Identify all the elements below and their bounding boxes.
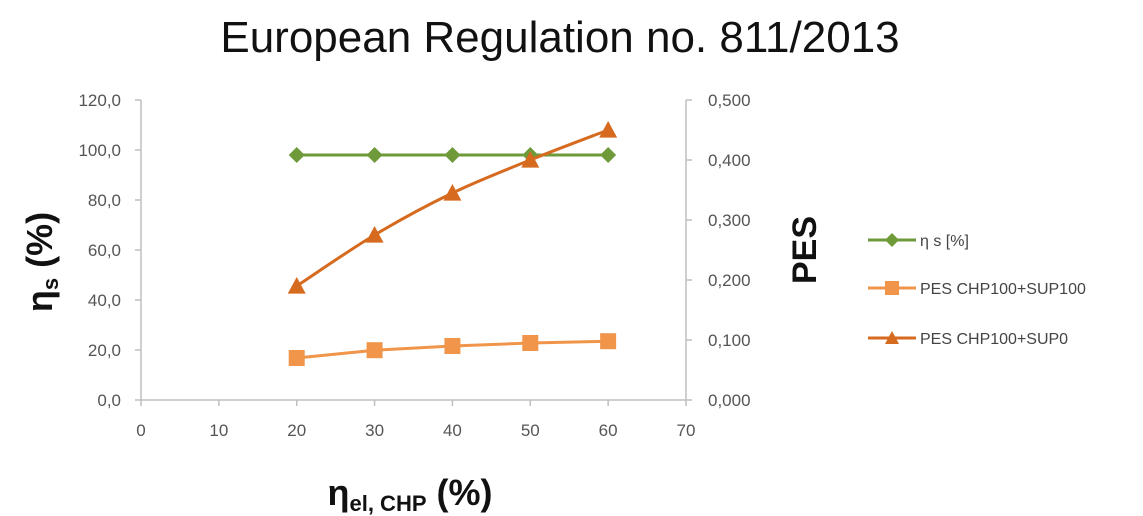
left-y-tick-label: 100,0 — [78, 141, 121, 160]
series-diamond — [288, 147, 617, 163]
data-point — [600, 147, 617, 163]
series-square — [288, 333, 617, 366]
x-tick-label: 30 — [365, 421, 384, 440]
legend: η s [%] PES CHP100+SUP100 PES CHP100+SUP0 — [868, 233, 1086, 348]
x-axis-ticks: 0 10 20 30 40 50 60 70 — [136, 400, 695, 440]
right-y-tick-label: 0,100 — [708, 331, 751, 350]
data-point — [288, 147, 305, 163]
right-y-axis-title: PES — [786, 216, 824, 284]
x-axis-title: ηel, CHP (%) — [327, 472, 492, 516]
left-y-tick-label: 20,0 — [88, 341, 121, 360]
data-point — [287, 277, 306, 294]
legend-item: η s [%] — [868, 233, 969, 250]
legend-label: PES CHP100+SUP0 — [920, 331, 1068, 348]
x-tick-label: 50 — [521, 421, 540, 440]
series-triangle — [287, 121, 618, 294]
data-point — [444, 147, 461, 163]
right-y-tick-label: 0,300 — [708, 211, 751, 230]
legend-swatch-marker — [885, 331, 899, 344]
legend-item: PES CHP100+SUP100 — [868, 281, 1086, 298]
data-point — [366, 147, 383, 163]
legend-swatch-marker — [885, 233, 899, 247]
data-point — [366, 342, 383, 359]
data-point — [521, 151, 540, 168]
plot-area — [140, 100, 687, 401]
data-point — [600, 333, 617, 350]
left-y-tick-label: 120,0 — [78, 91, 121, 110]
data-point — [365, 226, 384, 243]
right-y-tick-label: 0,000 — [708, 391, 751, 410]
x-tick-label: 40 — [443, 421, 462, 440]
right-y-axis-ticks: 0,000 0,100 0,200 0,300 0,400 0,500 — [686, 91, 751, 410]
legend-swatch-marker — [885, 281, 899, 295]
x-tick-label: 10 — [209, 421, 228, 440]
data-point — [444, 338, 461, 354]
x-tick-label: 70 — [677, 421, 696, 440]
right-y-tick-label: 0,400 — [708, 151, 751, 170]
left-y-tick-label: 0,0 — [97, 391, 121, 410]
data-point — [522, 335, 539, 351]
legend-label: PES CHP100+SUP100 — [920, 281, 1086, 298]
data-point — [443, 184, 462, 201]
x-tick-label: 60 — [599, 421, 618, 440]
legend-item: PES CHP100+SUP0 — [868, 331, 1068, 348]
left-y-tick-label: 40,0 — [88, 291, 121, 310]
left-y-tick-label: 60,0 — [88, 241, 121, 260]
x-tick-label: 20 — [287, 421, 306, 440]
x-tick-label: 0 — [136, 421, 145, 440]
left-y-axis-title: ηs (%) — [19, 212, 63, 312]
data-point — [288, 350, 305, 366]
left-y-axis-ticks: 0,0 20,0 40,0 60,0 80,0 100,0 120,0 — [78, 91, 141, 410]
data-point — [599, 121, 618, 138]
series-layer — [287, 121, 618, 366]
chart-title: European Regulation no. 811/2013 — [220, 13, 899, 62]
left-y-tick-label: 80,0 — [88, 191, 121, 210]
legend-label: η s [%] — [920, 233, 969, 250]
right-y-tick-label: 0,500 — [708, 91, 751, 110]
right-y-tick-label: 0,200 — [708, 271, 751, 290]
